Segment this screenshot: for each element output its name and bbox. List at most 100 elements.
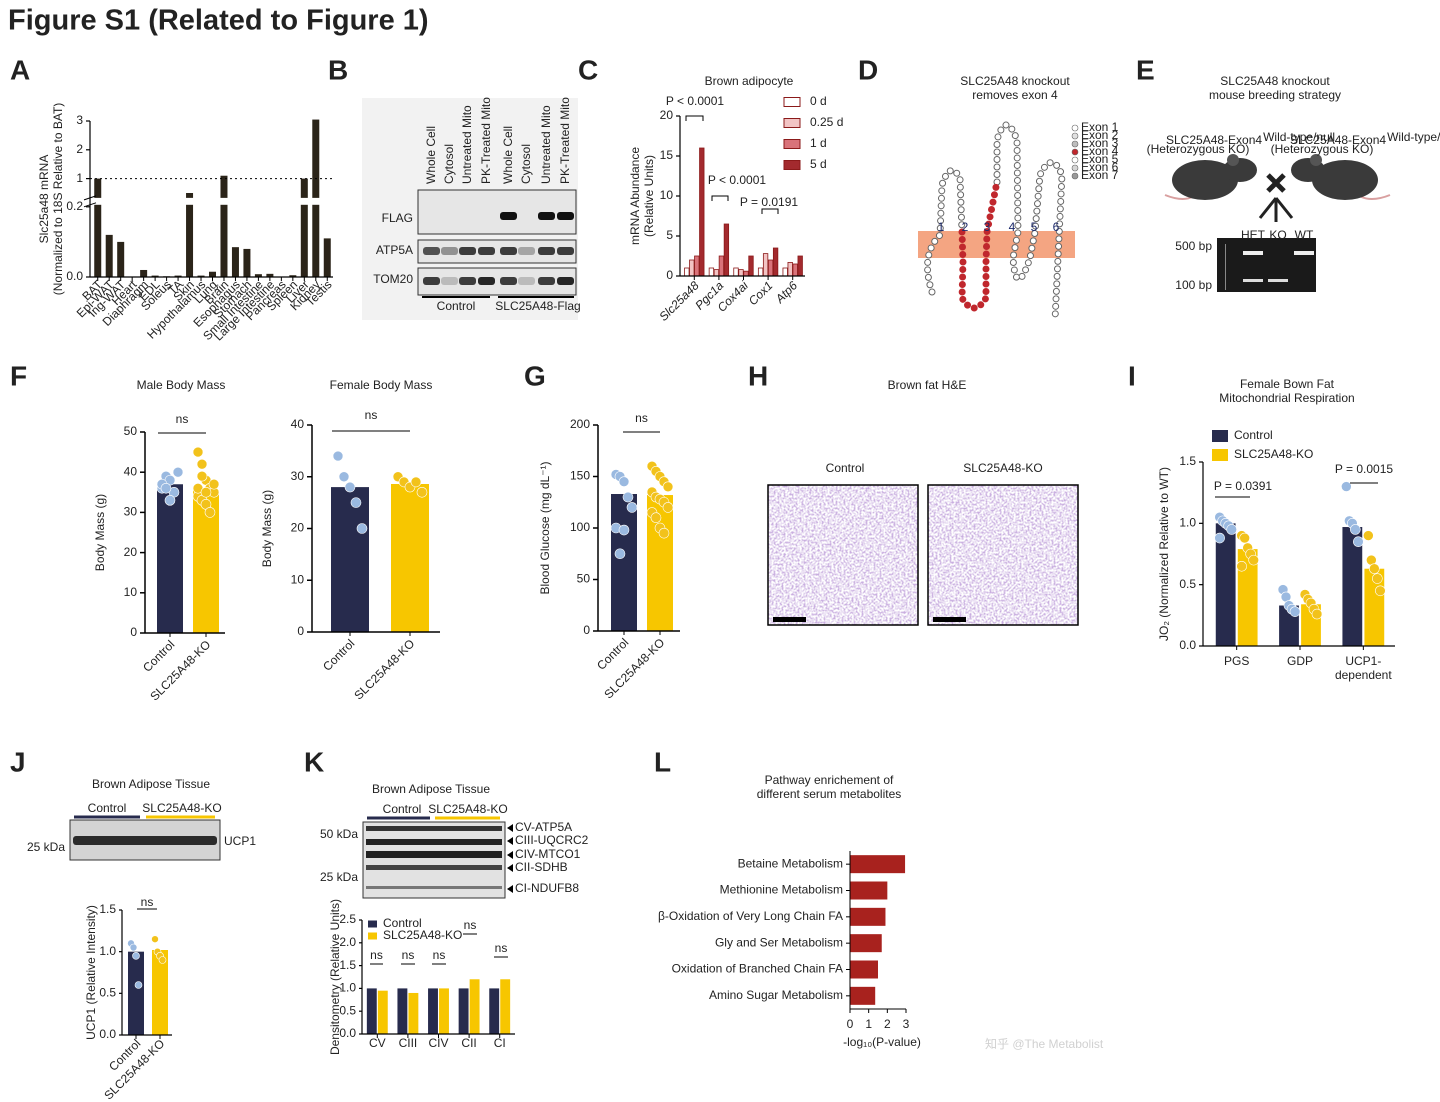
- lane-label: WT: [1295, 228, 1314, 242]
- bar: [757, 267, 764, 277]
- genotype-superscript: Wild-type/null: [1387, 130, 1440, 144]
- data-point: [410, 476, 422, 488]
- group-label: SLC25A48-KO: [428, 802, 507, 816]
- annotation: ns: [495, 941, 508, 955]
- bar: [266, 273, 274, 277]
- data-point: [172, 466, 184, 478]
- legend-swatch: [368, 932, 377, 940]
- bar: [174, 275, 182, 277]
- lane-label: Cytosol: [519, 144, 533, 184]
- helix-number: 3: [984, 220, 991, 234]
- bar: [197, 275, 205, 277]
- image-frame: [767, 484, 919, 626]
- bar: [699, 147, 705, 277]
- annotation: ns: [464, 918, 477, 932]
- y-axis-label: Slc25a48 mRNA(Normalized to 18S Relative…: [37, 103, 65, 296]
- y-tick-label: 200: [570, 417, 590, 431]
- bar: [105, 234, 113, 277]
- y-axis-label: UCP1 (Relative Intensity): [84, 905, 98, 1040]
- band-pointer: [507, 837, 513, 845]
- legend-marker: [1071, 124, 1079, 132]
- panel-letter: K: [304, 746, 324, 777]
- bar: [797, 255, 803, 277]
- group-label: SLC25A48-Flag: [495, 299, 580, 313]
- x-tick-label: 0: [847, 1017, 854, 1031]
- y-tick-label: 30: [291, 469, 305, 483]
- legend-swatch: [783, 97, 801, 107]
- panel-letter: L: [654, 746, 671, 777]
- data-point: [618, 524, 630, 536]
- y-axis-label: Densitometry (Relative Units): [328, 899, 342, 1055]
- genotype-superscript: Wild-type/null: [1263, 130, 1335, 144]
- bar: [718, 255, 725, 277]
- y-tick-label: 40: [291, 417, 305, 431]
- data-point: [1289, 606, 1301, 617]
- blot-band: [500, 277, 517, 285]
- x-tick-label: CI: [494, 1036, 506, 1050]
- y-tick-label: Amino Sugar Metabolism: [709, 988, 843, 1002]
- data-point: [200, 486, 212, 498]
- annotation: ns: [402, 948, 415, 962]
- x-tick-label: 3: [903, 1017, 910, 1031]
- lane-label: Whole Cell: [424, 126, 438, 184]
- significance-bracket: [761, 208, 779, 214]
- legend-label: Exon 2: [1081, 128, 1119, 142]
- bar: [767, 259, 774, 277]
- data-point: [1248, 554, 1259, 566]
- data-point: [1226, 524, 1237, 535]
- data-point: [192, 446, 204, 458]
- blot-band: [518, 247, 535, 255]
- data-point: [164, 495, 176, 506]
- marker-label: 25 kDa: [320, 870, 358, 884]
- x-tick-label: 1: [865, 1017, 872, 1031]
- data-point: [662, 481, 674, 493]
- panel-letter: G: [524, 360, 546, 391]
- data-point: [614, 548, 626, 560]
- annotation: ns: [433, 948, 446, 962]
- row-label: TOM20: [373, 272, 413, 286]
- bar: [289, 275, 297, 277]
- legend-label: Control: [383, 916, 422, 930]
- gel-band: [1243, 279, 1263, 282]
- bar: [186, 193, 194, 277]
- legend-swatch: [783, 139, 801, 149]
- legend-label: Exon 6: [1081, 160, 1119, 174]
- band-label: CII-SDHB: [515, 860, 568, 874]
- data-point: [132, 952, 140, 960]
- genotype-note: (Heterozygous KO): [1271, 142, 1374, 156]
- data-point: [1239, 532, 1250, 544]
- band-pointer: [507, 824, 513, 832]
- annotation: P = 0.0191: [740, 195, 798, 209]
- helix-number: 2: [962, 220, 969, 234]
- bar: [850, 907, 886, 926]
- blot-band: [441, 277, 458, 285]
- data-point: [416, 486, 428, 498]
- annotation: P = 0.0391: [1214, 479, 1272, 493]
- gel: [1217, 238, 1316, 292]
- y-tick-label: 20: [291, 521, 305, 535]
- membrane: [918, 231, 1075, 258]
- gel-band: [1243, 251, 1263, 255]
- data-point: [338, 471, 350, 483]
- bar: [469, 979, 480, 1034]
- band-label: UCP1: [224, 834, 256, 848]
- band-pointer: [507, 885, 513, 893]
- data-point: [1372, 573, 1383, 584]
- bar: [850, 881, 888, 900]
- y-tick-label: 1.0: [339, 981, 356, 995]
- data-point: [1214, 532, 1225, 544]
- genotype-label: SLC25A48-Exon4: [1290, 133, 1386, 147]
- scale-bar: [933, 617, 966, 622]
- bar: [733, 267, 739, 277]
- blot-band: [366, 851, 502, 858]
- annotation: P = 0.0015: [1335, 462, 1393, 476]
- blot-band: [557, 277, 574, 285]
- y-tick-label: Methionine Metabolism: [720, 883, 843, 897]
- bar: [489, 988, 500, 1034]
- data-point: [151, 935, 159, 943]
- y-tick-label: 100: [570, 520, 590, 534]
- annotation: P < 0.0001: [708, 173, 766, 187]
- y-tick-label: 15: [660, 148, 674, 162]
- group-label: Control: [88, 801, 127, 815]
- bar: [300, 178, 308, 277]
